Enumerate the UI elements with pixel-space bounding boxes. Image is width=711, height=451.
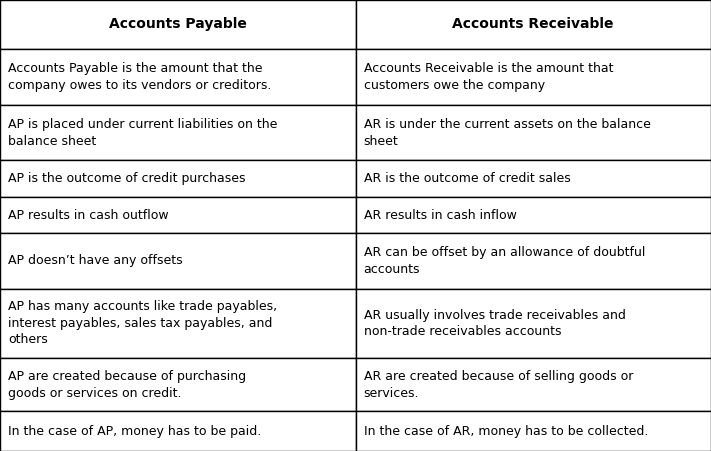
Bar [356,233,711,289]
Text: Accounts Payable: Accounts Payable [109,18,247,32]
Text: AP are created because of purchasing
goods or services on credit.: AP are created because of purchasing goo… [8,370,246,400]
Bar [356,358,711,411]
Bar [356,289,711,358]
Text: AR results in cash inflow: AR results in cash inflow [363,208,516,221]
Text: AP is the outcome of credit purchases: AP is the outcome of credit purchases [8,172,245,185]
Text: Accounts Payable is the amount that the
company owes to its vendors or creditors: Accounts Payable is the amount that the … [8,62,272,92]
Bar [0,161,356,197]
Bar [0,0,356,49]
Text: AR can be offset by an allowance of doubtful
accounts: AR can be offset by an allowance of doub… [363,246,645,276]
Bar [0,233,356,289]
Text: AP is placed under current liabilities on the
balance sheet: AP is placed under current liabilities o… [8,118,277,147]
Text: In the case of AP, money has to be paid.: In the case of AP, money has to be paid. [8,425,261,438]
Text: AR is the outcome of credit sales: AR is the outcome of credit sales [363,172,570,185]
Text: Accounts Receivable: Accounts Receivable [452,18,614,32]
Bar [356,411,711,451]
Bar [356,49,711,105]
Bar [0,105,356,161]
Text: Accounts Receivable is the amount that
customers owe the company: Accounts Receivable is the amount that c… [363,62,613,92]
Text: AP has many accounts like trade payables,
interest payables, sales tax payables,: AP has many accounts like trade payables… [8,300,277,346]
Text: AR is under the current assets on the balance
sheet: AR is under the current assets on the ba… [363,118,651,147]
Bar [356,197,711,233]
Text: In the case of AR, money has to be collected.: In the case of AR, money has to be colle… [363,425,648,438]
Text: AP results in cash outflow: AP results in cash outflow [8,208,169,221]
Bar [0,411,356,451]
Bar [356,0,711,49]
Bar [0,358,356,411]
Bar [356,161,711,197]
Bar [0,197,356,233]
Bar [356,105,711,161]
Text: AR usually involves trade receivables and
non-trade receivables accounts: AR usually involves trade receivables an… [363,308,626,338]
Text: AP doesn’t have any offsets: AP doesn’t have any offsets [8,254,183,267]
Bar [0,49,356,105]
Bar [0,289,356,358]
Text: AR are created because of selling goods or
services.: AR are created because of selling goods … [363,370,633,400]
